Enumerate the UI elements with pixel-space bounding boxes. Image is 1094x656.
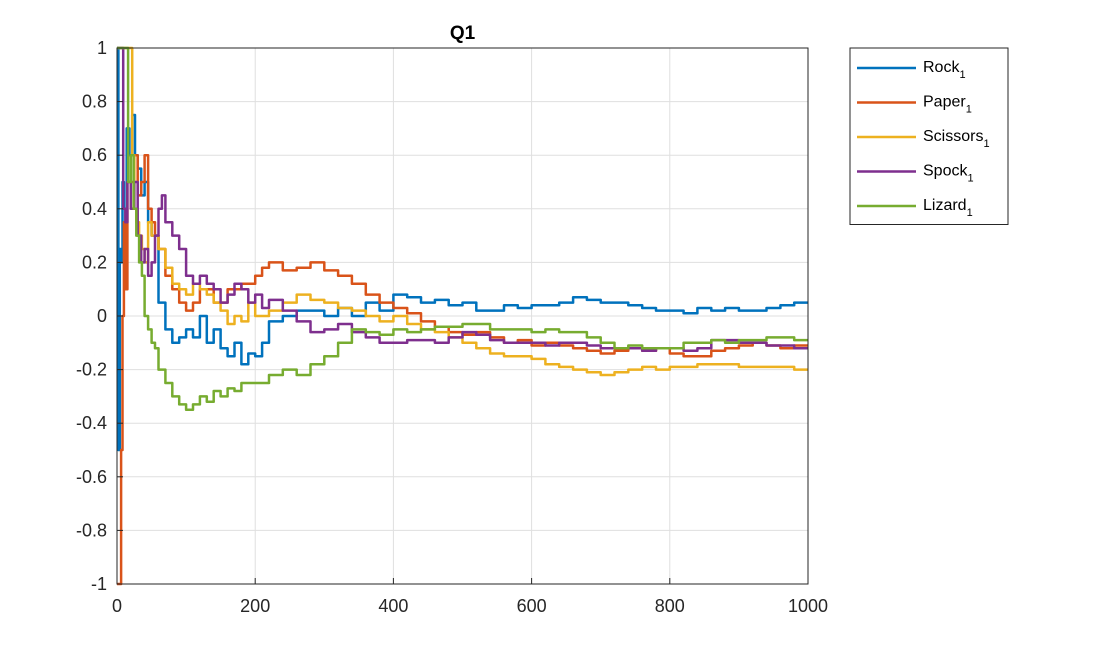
legend-label-subscript: 1 [983,138,989,150]
legend-label-text: Rock [923,59,960,76]
y-tick-label: 0 [97,306,107,326]
x-tick-label: 1000 [788,596,828,616]
y-tick-label: -0.2 [76,360,107,380]
x-tick-label: 600 [517,596,547,616]
legend-label-text: Scissors [923,128,983,145]
y-tick-label: -0.8 [76,520,107,540]
x-tick-label: 200 [240,596,270,616]
y-tick-label: -1 [91,574,107,594]
legend-label-subscript: 1 [959,69,965,81]
y-tick-label: 0.2 [82,252,107,272]
y-tick-label: 0.4 [82,199,107,219]
y-tick-label: 0.6 [82,145,107,165]
x-tick-label: 0 [112,596,122,616]
legend-label-subscript: 1 [967,173,973,185]
legend-label-subscript: 1 [966,104,972,116]
legend-label-text: Spock [923,163,968,180]
legend-label-text: Paper [923,94,966,111]
chart-title: Q1 [450,23,476,44]
y-tick-label: -0.6 [76,467,107,487]
y-tick-label: -0.4 [76,413,107,433]
legend-label-text: Lizard [923,197,967,214]
x-tick-label: 400 [378,596,408,616]
y-tick-label: 0.8 [82,92,107,112]
y-tick-label: 1 [97,38,107,58]
x-tick-label: 800 [655,596,685,616]
legend-label-subscript: 1 [967,207,973,219]
